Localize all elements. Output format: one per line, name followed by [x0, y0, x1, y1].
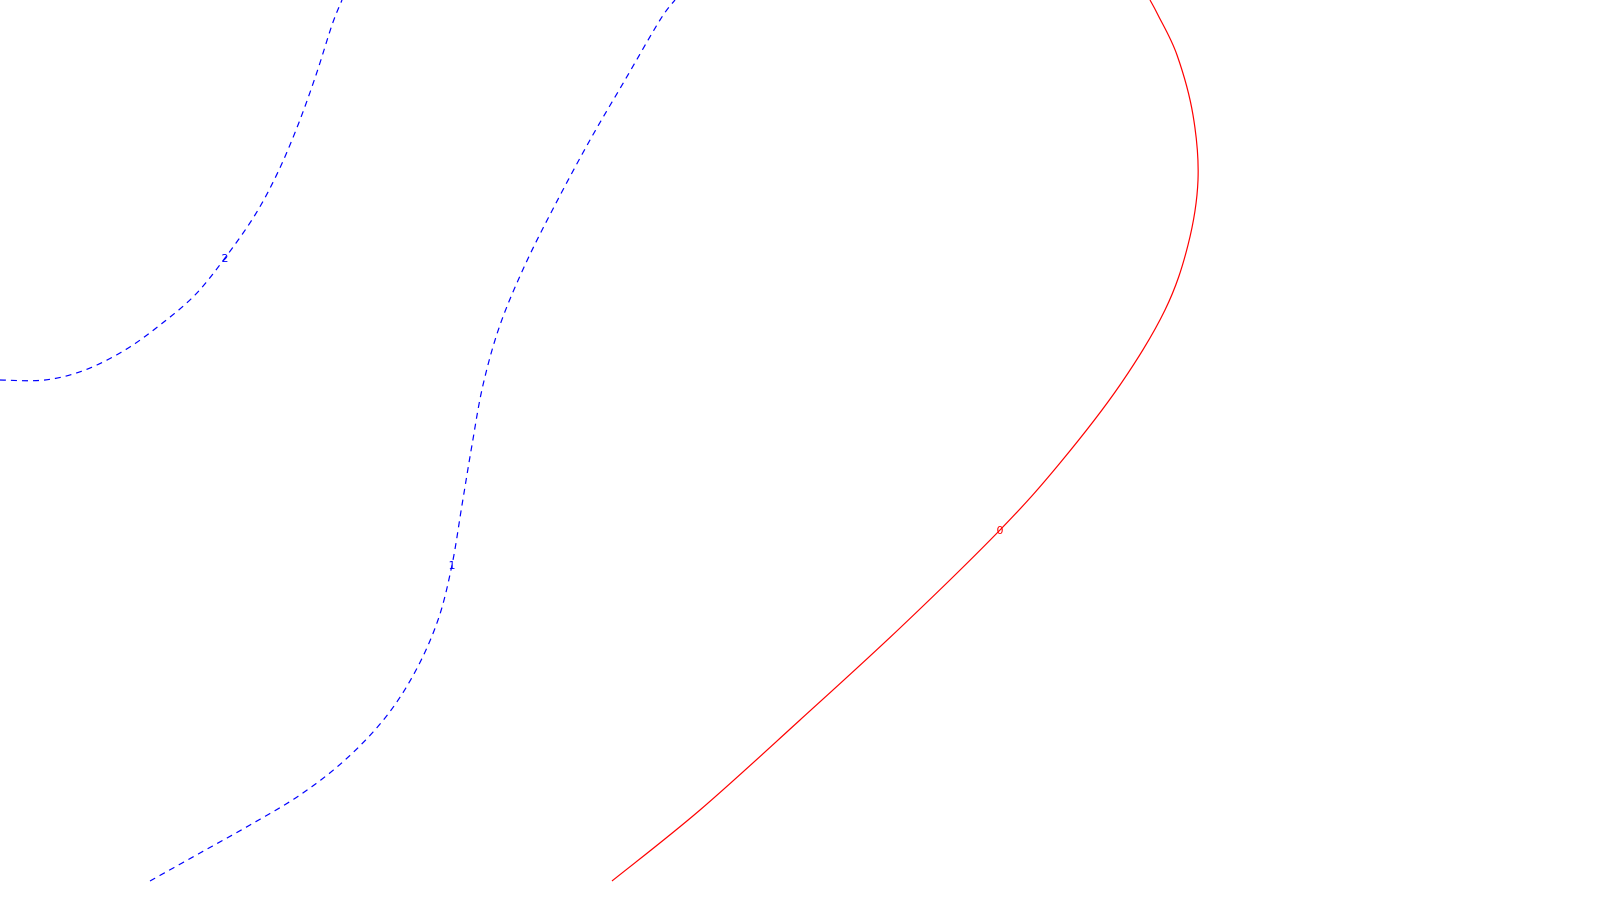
contour-line-level-1: [149, 0, 676, 882]
contour-lines: [0, 0, 1199, 882]
contour-label-2: 2: [222, 252, 229, 265]
contour-label-1: 1: [449, 559, 456, 572]
contour-line-level-0: [611, 0, 1199, 882]
contour-line-level-2: [0, 0, 343, 382]
contour-label-0: 0: [997, 524, 1004, 537]
contour-labels: 2 1 0: [222, 252, 1004, 572]
